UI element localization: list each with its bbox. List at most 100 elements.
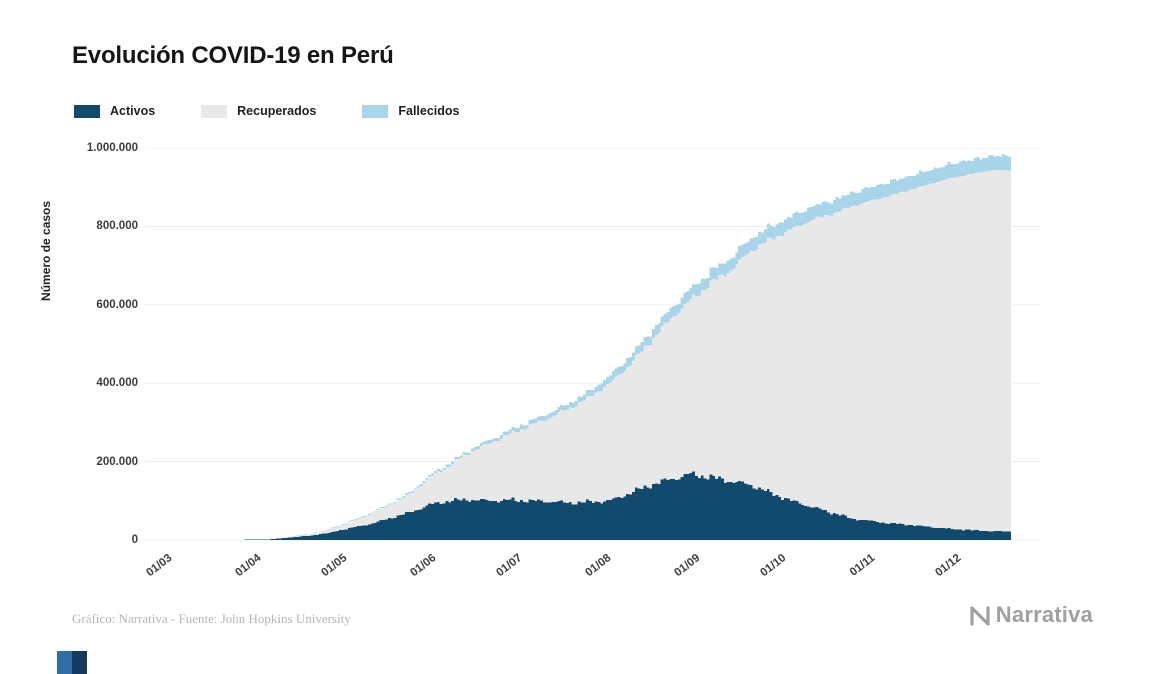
- bar-fallecidos: [465, 452, 469, 455]
- bar-activos: [953, 529, 957, 540]
- bar-fallecidos: [838, 198, 842, 212]
- bar-fallecidos: [752, 237, 756, 252]
- bar-recuperados: [878, 198, 882, 523]
- bar-recuperados: [422, 482, 426, 508]
- page-title: Evolución COVID-19 en Perú: [72, 42, 394, 69]
- bar-recuperados: [563, 410, 567, 503]
- bar-activos: [620, 497, 624, 540]
- bar-activos: [347, 527, 351, 540]
- bar-activos: [597, 502, 601, 540]
- bar-fallecidos: [471, 448, 475, 452]
- bar-activos: [795, 501, 799, 540]
- bar-activos: [910, 525, 914, 540]
- bar-fallecidos: [365, 515, 369, 517]
- bar-recuperados: [505, 435, 509, 501]
- bar-recuperados: [534, 423, 538, 501]
- x-tick-label: 01/04: [233, 552, 264, 580]
- bar-fallecidos: [947, 162, 951, 178]
- bar-activos: [465, 500, 469, 540]
- bar-activos: [792, 500, 796, 540]
- bar-fallecidos: [999, 156, 1003, 171]
- bar-activos: [852, 518, 856, 540]
- bar-activos: [973, 530, 977, 540]
- bar-activos: [505, 500, 509, 540]
- bar-fallecidos: [517, 428, 521, 433]
- bar-activos: [537, 499, 541, 540]
- bar-activos: [832, 513, 836, 540]
- bar-activos: [907, 525, 911, 540]
- brand-name: Narrativa: [995, 602, 1093, 627]
- bar-activos: [689, 472, 693, 540]
- bar-fallecidos: [408, 492, 412, 494]
- bar-activos: [637, 488, 641, 540]
- bar-recuperados: [844, 207, 848, 516]
- bar-recuperados: [485, 443, 489, 500]
- bar-recuperados: [852, 205, 856, 519]
- bar-activos: [778, 497, 782, 540]
- bar-recuperados: [936, 182, 940, 528]
- bar-recuperados: [864, 202, 868, 521]
- bar-recuperados: [637, 353, 641, 489]
- bar-fallecidos: [603, 379, 607, 388]
- bar-recuperados: [847, 207, 851, 518]
- bar-fallecidos: [743, 243, 747, 256]
- bar-recuperados: [623, 370, 627, 497]
- bar-fallecidos: [514, 428, 518, 433]
- bar-activos: [930, 527, 934, 540]
- bar-fallecidos: [761, 232, 765, 244]
- bar-recuperados: [700, 289, 704, 476]
- bar-activos: [365, 525, 369, 540]
- bar-recuperados: [419, 485, 423, 510]
- bar-recuperados: [617, 374, 621, 498]
- bar-activos: [488, 501, 492, 540]
- bar-recuperados: [824, 214, 828, 511]
- legend-swatch-fallecidos: [362, 104, 389, 118]
- bar-activos: [614, 497, 618, 540]
- bar-recuperados: [290, 536, 294, 538]
- bar-fallecidos: [950, 164, 954, 178]
- bar-activos: [697, 478, 701, 540]
- bar-fallecidos: [844, 195, 848, 208]
- bar-fallecidos: [772, 226, 776, 240]
- bar-activos: [540, 500, 544, 540]
- bar-activos: [755, 489, 759, 540]
- bar-fallecidos: [1007, 157, 1011, 171]
- bar-fallecidos: [448, 464, 452, 467]
- bar-activos: [904, 525, 908, 540]
- bar-activos: [887, 523, 891, 540]
- bar-recuperados: [964, 174, 968, 530]
- bar-recuperados: [982, 172, 986, 532]
- bar-activos: [571, 504, 575, 540]
- bar-recuperados: [583, 400, 587, 503]
- bar-activos: [824, 510, 828, 540]
- bar-activos: [683, 474, 687, 540]
- bar-fallecidos: [706, 277, 710, 289]
- bar-activos: [781, 500, 785, 540]
- bar-activos: [970, 530, 974, 540]
- bar-activos: [313, 534, 317, 540]
- bar-recuperados: [307, 534, 311, 536]
- bar-fallecidos: [809, 206, 813, 221]
- bar-recuperados: [726, 272, 730, 482]
- bar-fallecidos: [893, 179, 897, 194]
- bar-recuperados: [976, 172, 980, 531]
- bar-recuperados: [735, 263, 739, 482]
- bar-activos: [640, 488, 644, 540]
- bar-activos: [299, 536, 303, 540]
- bar-fallecidos: [373, 511, 377, 513]
- bar-recuperados: [703, 289, 707, 479]
- y-tick-label: 200.000: [96, 455, 138, 468]
- bar-activos: [350, 527, 354, 540]
- bar-fallecidos: [666, 312, 670, 322]
- bar-recuperados: [497, 441, 501, 503]
- bar-fallecidos: [456, 456, 460, 460]
- bar-recuperados: [517, 432, 521, 502]
- bar-activos: [405, 511, 409, 540]
- bar-fallecidos: [818, 204, 822, 217]
- bar-recuperados: [677, 313, 681, 480]
- bar-activos: [629, 494, 633, 540]
- bar-fallecidos: [683, 292, 687, 304]
- bar-activos: [491, 501, 495, 540]
- bar-activos: [761, 489, 765, 540]
- bar-fallecidos: [413, 488, 417, 490]
